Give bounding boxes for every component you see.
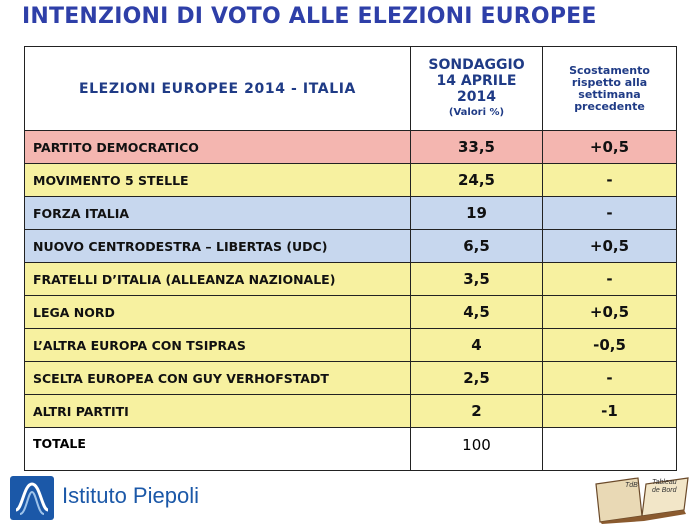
party-name: NUOVO CENTRODESTRA – LIBERTAS (UDC) — [24, 229, 411, 263]
party-diff: +0,5 — [542, 295, 677, 329]
table-row: FRATELLI D’ITALIA (ALLEANZA NAZIONALE) 3,… — [24, 262, 677, 296]
tableau-de-bord-book-logo — [595, 477, 689, 524]
total-label: TOTALE — [24, 427, 411, 471]
party-value: 24,5 — [410, 163, 543, 197]
total-value: 100 — [410, 427, 543, 471]
header-diff-line4: precedente — [574, 99, 645, 113]
istituto-piepoli-logo — [10, 476, 54, 520]
book-label-tableau: Tableau de Bord — [652, 479, 677, 494]
party-name: MOVIMENTO 5 STELLE — [24, 163, 411, 197]
party-diff: - — [542, 163, 677, 197]
table-row: PARTITO DEMOCRATICO 33,5 +0,5 — [24, 130, 677, 164]
header-diff-line1: Scostamento — [569, 63, 650, 77]
total-row: TOTALE 100 — [24, 427, 677, 471]
party-value: 19 — [410, 196, 543, 230]
header-diff-line3: settimana — [578, 87, 641, 101]
table-row: NUOVO CENTRODESTRA – LIBERTAS (UDC) 6,5 +0… — [24, 229, 677, 263]
table-row: MOVIMENTO 5 STELLE 24,5- — [24, 163, 677, 197]
party-value: 4 — [410, 328, 543, 362]
party-name: SCELTA EUROPEA CON GUY VERHOFSTADT — [24, 361, 411, 395]
table-row: FORZA ITALIA 19- — [24, 196, 677, 230]
party-name: L’ALTRA EUROPA CON TSIPRAS — [24, 328, 411, 362]
header-poll-line1: SONDAGGIO — [428, 56, 525, 73]
party-value: 33,5 — [410, 130, 543, 164]
party-name: PARTITO DEMOCRATICO — [24, 130, 411, 164]
party-name: FORZA ITALIA — [24, 196, 411, 230]
party-diff: - — [542, 361, 677, 395]
header-diff: Scostamento rispetto alla settimana prec… — [542, 46, 677, 131]
table-row: LEGA NORD 4,5 +0,5 — [24, 295, 677, 329]
party-diff: +0,5 — [542, 229, 677, 263]
total-diff — [542, 427, 677, 471]
book-label-tdb: TdB — [625, 482, 638, 489]
party-name: FRATELLI D’ITALIA (ALLEANZA NAZIONALE) — [24, 262, 411, 296]
header-election: ELEZIONI EUROPEE 2014 - ITALIA — [24, 46, 411, 131]
party-value: 2 — [410, 394, 543, 428]
party-value: 6,5 — [410, 229, 543, 263]
page-title: INTENZIONI DI VOTO ALLE ELEZIONI EUROPEE — [22, 4, 597, 29]
table-header-row: ELEZIONI EUROPEE 2014 - ITALIA SONDAGGIO… — [24, 46, 677, 131]
header-poll: SONDAGGIO 14 APRILE 2014 (Valori %) — [410, 46, 543, 131]
party-name: LEGA NORD — [24, 295, 411, 329]
party-diff: -0,5 — [542, 328, 677, 362]
party-value: 3,5 — [410, 262, 543, 296]
table-row: SCELTA EUROPEA CON GUY VERHOFSTADT 2,5- — [24, 361, 677, 395]
party-value: 4,5 — [410, 295, 543, 329]
table-row: ALTRI PARTITI 2 -1 — [24, 394, 677, 428]
header-poll-line4: (Valori %) — [448, 106, 505, 118]
poll-table: ELEZIONI EUROPEE 2014 - ITALIA SONDAGGIO… — [24, 46, 677, 471]
header-diff-line2: rispetto alla — [571, 75, 648, 89]
party-diff: +0,5 — [542, 130, 677, 164]
party-diff: -1 — [542, 394, 677, 428]
party-diff: - — [542, 262, 677, 296]
party-name: ALTRI PARTITI — [24, 394, 411, 428]
party-value: 2,5 — [410, 361, 543, 395]
table-row: L’ALTRA EUROPA CON TSIPRAS 4 -0,5 — [24, 328, 677, 362]
party-diff: - — [542, 196, 677, 230]
header-poll-line3: 2014 — [457, 88, 496, 105]
logo-text: Istituto Piepoli — [62, 483, 199, 508]
header-poll-line2: 14 APRILE — [436, 72, 517, 89]
